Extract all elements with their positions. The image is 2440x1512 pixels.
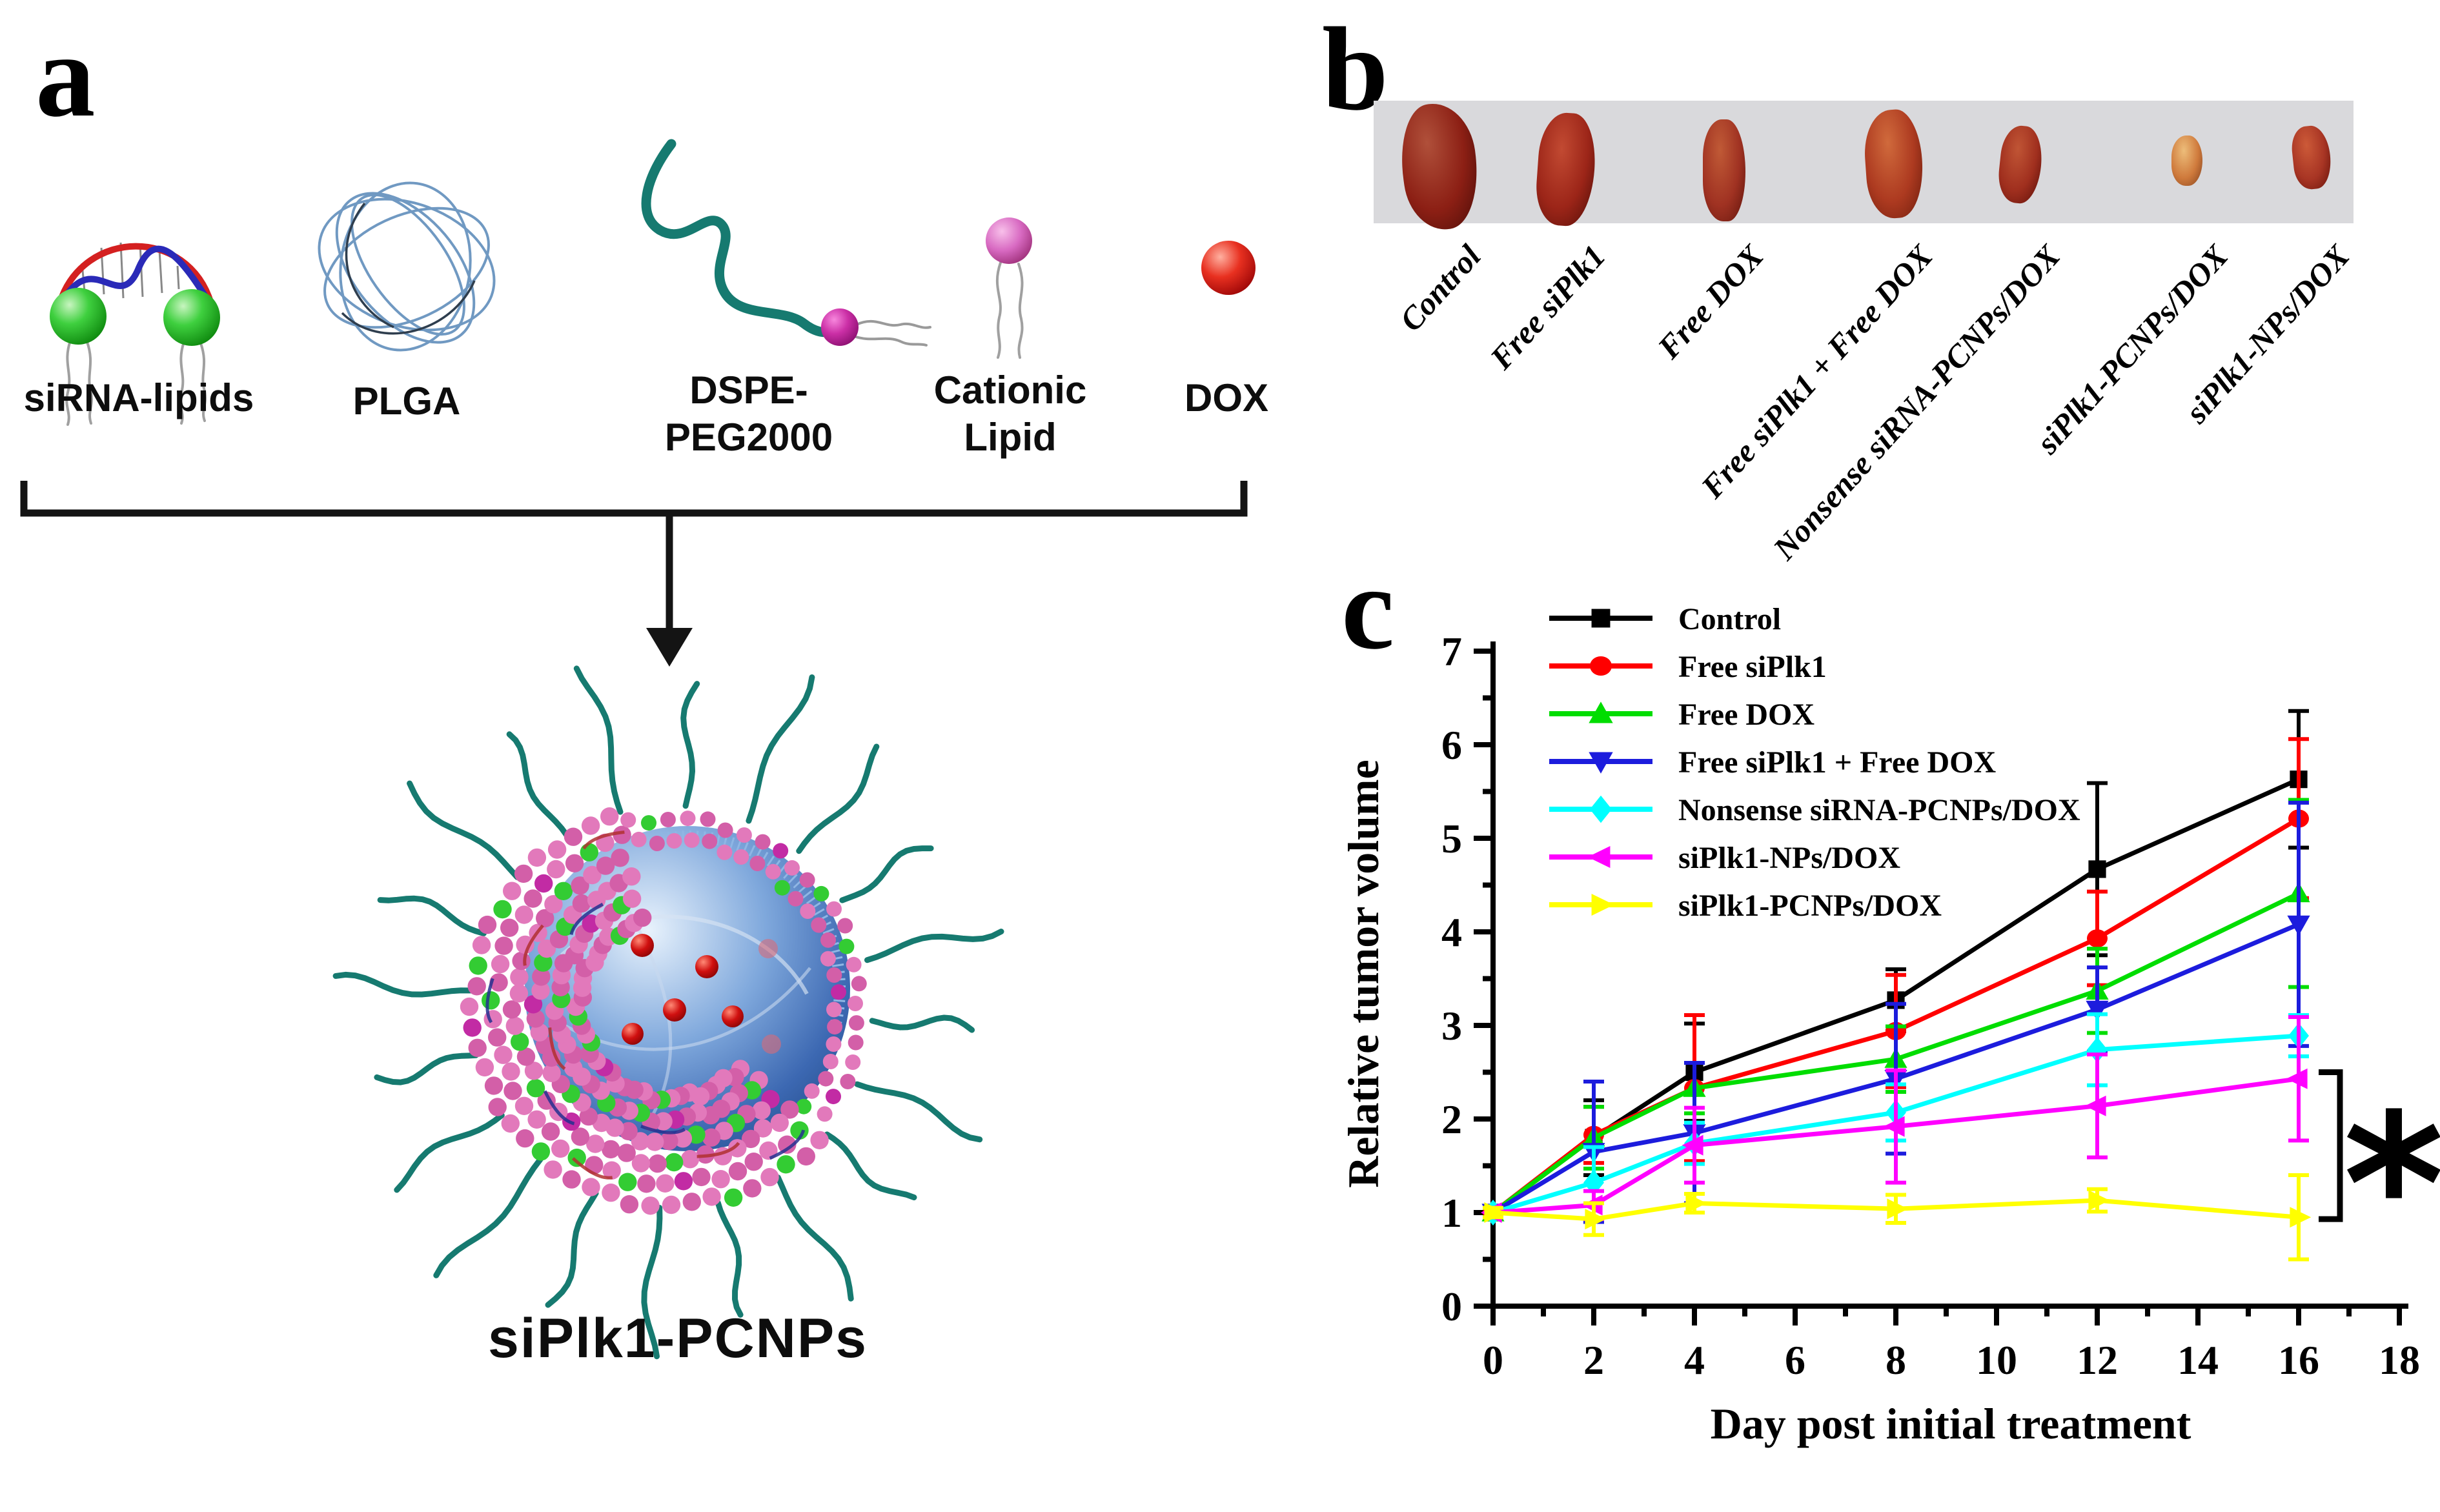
tumor-photo xyxy=(2171,136,2202,186)
component-label-text: PLGA xyxy=(352,379,461,423)
panel-a-letter: a xyxy=(36,10,96,142)
legend-label: siPlk1-NPs/DOX xyxy=(1678,841,1900,875)
chart-axes xyxy=(1474,641,2408,1326)
asterisk-marker: * xyxy=(2343,1073,2440,1298)
legend-label: Nonsense siRNA-PCNPs/DOX xyxy=(1678,793,2080,827)
component-label-text: Lipid xyxy=(964,416,1057,459)
x-tick-label: 8 xyxy=(1886,1337,1906,1383)
x-tick-label: 14 xyxy=(2177,1337,2219,1383)
plga-icon xyxy=(318,181,496,352)
legend-label: siPlk1-PCNPs/DOX xyxy=(1678,889,1942,923)
y-tick-label: 2 xyxy=(1441,1096,1462,1142)
down-arrow-icon xyxy=(646,628,693,667)
x-tick-label: 6 xyxy=(1785,1337,1805,1383)
component-label-plga: PLGA xyxy=(297,378,516,425)
component-label-text: DOX xyxy=(1184,376,1269,419)
nanoparticle-illustration xyxy=(332,665,1004,1360)
y-tick-label: 6 xyxy=(1441,722,1462,768)
panel-c-letter: c xyxy=(1341,542,1395,674)
y-tick-label: 3 xyxy=(1441,1003,1462,1049)
sirna-lipids-icon xyxy=(50,242,220,426)
component-label-text: PEG2000 xyxy=(664,416,833,459)
y-tick-label: 0 xyxy=(1441,1284,1462,1329)
legend-label: Free siPlk1 xyxy=(1678,650,1827,684)
tumor-photo xyxy=(1703,119,1745,221)
component-label-sirna-lipids: siRNA-lipids xyxy=(10,374,268,421)
y-tick-label: 5 xyxy=(1441,816,1462,862)
significance-annotation: * xyxy=(2319,1069,2440,1298)
x-axis-label: Day post initial treatment xyxy=(1711,1399,2191,1448)
assembly-bracket-arrow xyxy=(20,481,1248,667)
y-tick-label: 4 xyxy=(1441,909,1462,955)
chart-legend: Control Free siPlk1 Free DOX Free siPlk1 + … xyxy=(1549,602,2080,923)
x-tick-label: 2 xyxy=(1583,1337,1604,1383)
y-axis-label: Relative tumor volume xyxy=(1339,760,1388,1188)
x-tick-label: 12 xyxy=(2077,1337,2118,1383)
component-label-cationic-lipid: Cationic Lipid xyxy=(917,367,1104,461)
y-tick-label: 1 xyxy=(1441,1190,1462,1236)
component-label-dox: DOX xyxy=(1155,374,1297,421)
x-tick-label: 10 xyxy=(1976,1337,2017,1383)
product-label: siPlk1-PCNPs xyxy=(487,1307,868,1369)
x-tick-label: 18 xyxy=(2379,1337,2420,1383)
component-label-dspe-peg2000: DSPE- PEG2000 xyxy=(607,367,891,461)
cationic-lipid-icon xyxy=(986,217,1032,359)
x-tick-label: 0 xyxy=(1483,1337,1503,1383)
component-label-text: siRNA-lipids xyxy=(23,376,254,419)
legend-label: Control xyxy=(1678,602,1781,636)
component-label-text: DSPE- xyxy=(689,368,808,412)
dox-icon xyxy=(1201,241,1256,295)
series-siPlk1-PCNPs/DOX xyxy=(1483,1173,2312,1262)
legend-label: Free siPlk1 + Free DOX xyxy=(1678,745,1996,780)
legend-label: Free DOX xyxy=(1678,698,1815,732)
y-tick-label: 7 xyxy=(1441,629,1462,674)
x-tick-label: 16 xyxy=(2278,1337,2319,1383)
x-tick-label: 4 xyxy=(1684,1337,1705,1383)
component-label-text: Cationic xyxy=(933,368,1087,412)
dspe-peg2000-icon xyxy=(641,139,931,347)
